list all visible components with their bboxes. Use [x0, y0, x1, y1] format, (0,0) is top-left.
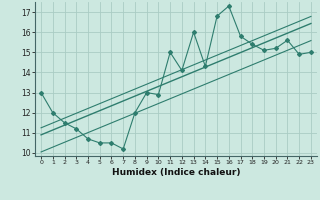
- X-axis label: Humidex (Indice chaleur): Humidex (Indice chaleur): [112, 168, 240, 177]
